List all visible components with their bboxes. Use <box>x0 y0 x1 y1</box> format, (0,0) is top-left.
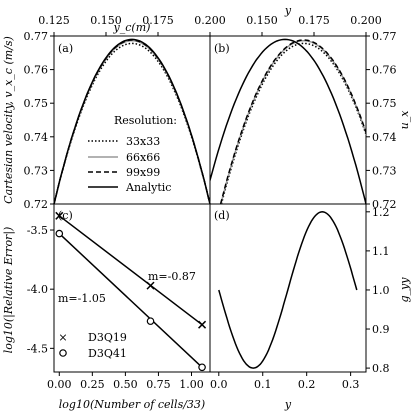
legend-title: Resolution: <box>114 114 177 127</box>
panel-c-ylabel: log10(|Relative Error|) <box>2 227 16 354</box>
panel-d-xtick-label: 0.2 <box>298 378 316 391</box>
panel-b-ytick-label: 0.72 <box>372 198 397 211</box>
panel-d-xtick-label: 0.1 <box>254 378 272 391</box>
panel-b-ytick-label: 0.76 <box>372 64 397 77</box>
panel-a-ytick-label: 0.72 <box>24 198 49 211</box>
panel-b-ytick-label: 0.74 <box>372 131 397 144</box>
panel-b-label: (b) <box>214 42 230 55</box>
legend-label-d3q41: D3Q41 <box>88 347 127 360</box>
panel-a-ytick-label: 0.77 <box>24 30 49 43</box>
panel-c-point-d3q19 <box>55 211 64 220</box>
panel-a-series-analytic <box>53 38 211 205</box>
panel-a-top-xlabel: y_c(m) <box>113 21 151 34</box>
panel-b-series-66x66 <box>220 39 366 204</box>
panel-d-ytick-label: 1.0 <box>372 284 390 297</box>
panel-c-xtick-label: 0.50 <box>113 378 138 391</box>
legend-panel-c: × D3Q19 D3Q41 <box>58 331 126 360</box>
panel-d-xtick-label: 0.3 <box>342 378 360 391</box>
panel-c-point-d3q41 <box>55 229 64 238</box>
panel-d-ytick-label: 0.9 <box>372 323 390 336</box>
panel-c-xtick-label: 0.00 <box>47 378 72 391</box>
panel-a-top-xtick-label: 0.200 <box>194 14 226 27</box>
panel-b-top-xtick-label: 0.175 <box>298 14 330 27</box>
panel-b-ytick-label: 0.77 <box>372 30 397 43</box>
panel-c-xlabel: log10(Number of cells/33) <box>59 398 205 411</box>
panel-b-ytick-label: 0.73 <box>372 164 397 177</box>
legend-label-d3q19: D3Q19 <box>88 331 127 344</box>
legend-label-99x99: 99x99 <box>126 166 160 179</box>
panel-c-xtick-label: 1.00 <box>179 378 204 391</box>
fit-label-d3q19: m=-0.87 <box>148 270 196 283</box>
plot-layer: 0.72 0.73 0.74 0.75 0.76 0.77 0.125 0.150 0.175 0… <box>24 14 397 391</box>
panel-d-xlabel: y <box>284 398 292 411</box>
panel-a-ytick-label: 0.73 <box>24 164 49 177</box>
panel-b-ylabel: u_x <box>398 110 411 130</box>
panel-c-ytick-label: -4.0 <box>27 283 48 296</box>
legend-marker-d3q41 <box>59 349 67 357</box>
panel-a-top-xtick-label: 0.175 <box>142 14 174 27</box>
panel-c-ytick-label: -4.5 <box>27 342 48 355</box>
panel-b-top-xlabel: y <box>284 4 292 17</box>
panel-d-label: (d) <box>214 209 230 222</box>
panel-c-fit-line-d3q41 <box>58 233 203 368</box>
panel-a-ytick-label: 0.74 <box>24 131 49 144</box>
panel-d-xtick-label: 0.0 <box>210 378 228 391</box>
panel-d-ytick-label: 1.2 <box>372 206 390 219</box>
panel-c-point-d3q19 <box>198 320 207 329</box>
panel-d-ylabel: g_yy <box>398 277 411 303</box>
panel-c-xtick-label: 0.75 <box>146 378 171 391</box>
panel-d-series-gyy <box>218 211 358 369</box>
panel-a-ylabel: Cartesian velocity, v_x_c (m/s) <box>2 36 15 204</box>
panel-a-ytick-label: 0.75 <box>24 97 49 110</box>
panel-c-point-d3q41 <box>146 317 155 325</box>
panel-a-top-xtick-label: 0.125 <box>38 14 70 27</box>
panel-b-top-xtick-label: 0.200 <box>350 14 382 27</box>
panel-c-point-d3q19 <box>146 281 155 290</box>
legend-panel-a: Resolution: 33x33 66x66 99x99 Analytic <box>88 114 177 194</box>
panel-c-xtick-label: 0.25 <box>80 378 105 391</box>
panel-c-ytick-label: -3.5 <box>27 224 48 237</box>
panel-a-ytick-label: 0.76 <box>24 64 49 77</box>
legend-label-analytic: Analytic <box>125 181 171 194</box>
legend-label-33x33: 33x33 <box>126 135 160 148</box>
panel-d-ytick-label: 1.1 <box>372 245 390 258</box>
panel-b-series-analytic <box>210 38 366 204</box>
fit-label-d3q41: m=-1.05 <box>58 292 106 305</box>
legend-label-66x66: 66x66 <box>126 151 160 164</box>
legend-marker-d3q19: × <box>58 331 67 344</box>
panel-c-fit-line-d3q19 <box>58 215 203 326</box>
panel-c-point-d3q41 <box>198 363 206 372</box>
panel-b-top-xtick-label: 0.150 <box>246 14 278 27</box>
panel-d-frame <box>209 203 367 373</box>
panel-a-top-xtick-label: 0.150 <box>90 14 122 27</box>
panel-a-label: (a) <box>58 42 73 55</box>
panel-b-ytick-label: 0.75 <box>372 97 397 110</box>
panel-d-ytick-label: 0.8 <box>372 362 390 375</box>
